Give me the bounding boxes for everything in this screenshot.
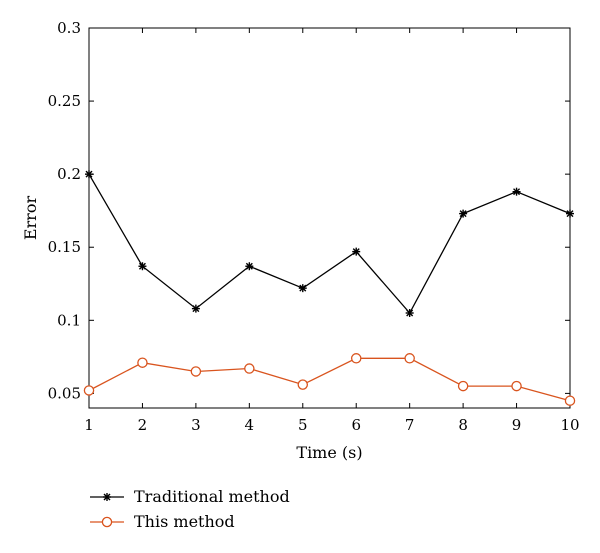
x-axis-title: Time (s) bbox=[296, 443, 362, 462]
data-point bbox=[512, 187, 521, 196]
legend-marker-traditional bbox=[103, 493, 111, 501]
data-point bbox=[190, 366, 202, 377]
axis-ticks: 1 2 3 4 5 6 7 8 9 10 0.05 0.1 0.15 0.2 0.25 0.3 bbox=[48, 19, 580, 434]
data-point bbox=[457, 380, 469, 392]
series-line-1 bbox=[88, 357, 571, 402]
x-tick-label: 7 bbox=[405, 416, 415, 434]
y-tick-label: 0.05 bbox=[48, 384, 81, 402]
data-point bbox=[352, 247, 361, 256]
x-tick-label: 3 bbox=[191, 416, 201, 434]
data-point bbox=[138, 262, 147, 271]
series-markers bbox=[83, 170, 576, 406]
y-tick-label: 0.3 bbox=[57, 19, 81, 37]
y-tick-label: 0.15 bbox=[48, 238, 81, 256]
data-point bbox=[297, 379, 309, 390]
y-tick-label: 0.2 bbox=[57, 165, 81, 183]
data-point bbox=[459, 209, 468, 218]
data-point bbox=[564, 395, 576, 406]
y-tick-label: 0.25 bbox=[48, 92, 81, 110]
legend-label-traditional: Traditional method bbox=[134, 487, 290, 506]
data-point bbox=[85, 170, 93, 179]
plot-frame bbox=[88, 27, 571, 409]
legend-marker-glyph bbox=[101, 516, 113, 528]
data-point bbox=[244, 363, 255, 374]
x-tick-label: 4 bbox=[245, 416, 255, 434]
data-point bbox=[245, 262, 254, 271]
x-tick-label: 1 bbox=[84, 416, 94, 434]
x-tick-label: 10 bbox=[560, 416, 579, 434]
x-tick-label: 6 bbox=[351, 416, 361, 434]
x-tick-label: 9 bbox=[512, 416, 522, 434]
data-point bbox=[191, 304, 200, 313]
x-tick-label: 5 bbox=[298, 416, 308, 434]
legend-marker-this-method bbox=[101, 516, 113, 528]
x-tick-label: 2 bbox=[138, 416, 148, 434]
y-axis-title: Error bbox=[21, 196, 40, 241]
legend: Traditional method This method bbox=[90, 487, 290, 531]
data-point bbox=[404, 353, 415, 364]
data-point bbox=[350, 353, 362, 364]
x-tick-label: 8 bbox=[458, 416, 468, 434]
data-point bbox=[137, 357, 148, 368]
data-point bbox=[405, 309, 414, 317]
data-point bbox=[566, 209, 574, 218]
data-point bbox=[511, 380, 522, 392]
legend-marker-glyph bbox=[103, 493, 111, 501]
legend-label-this-method: This method bbox=[134, 512, 235, 531]
series-line-0 bbox=[88, 173, 571, 315]
data-point bbox=[83, 385, 95, 396]
data-point bbox=[298, 284, 307, 293]
y-tick-label: 0.1 bbox=[57, 311, 81, 329]
series-lines bbox=[88, 173, 571, 402]
